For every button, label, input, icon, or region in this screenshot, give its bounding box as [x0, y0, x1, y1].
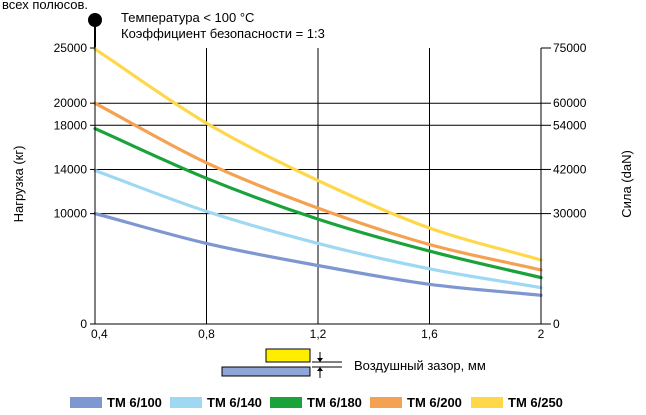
legend-label-1: TM 6/100 [107, 395, 162, 410]
y-tick-label: 14000 [54, 162, 88, 176]
x-tick-label: 1,6 [421, 327, 438, 341]
x-tick-label: 1,2 [310, 327, 327, 341]
gap-arrowhead-lower [317, 367, 323, 371]
top-caption: всех полюсов. [2, 0, 88, 12]
y2-tick-label: 75000 [553, 41, 587, 55]
series-line-1 [93, 212, 543, 297]
legend-swatch-2 [170, 397, 202, 408]
legend-swatch-3 [270, 397, 302, 408]
y2-tick-labels: 0 30000 42000 54000 60000 75000 [541, 41, 587, 331]
series-line-5 [93, 47, 543, 262]
y2-tick-label: 54000 [553, 118, 587, 132]
y2-tick-label: 60000 [553, 96, 587, 110]
series-line-2 [93, 168, 543, 290]
annotation-safety-factor: Коэффициент безопасности = 1:3 [121, 26, 325, 41]
gap-arrowhead-upper [317, 358, 323, 362]
legend-label-4: TM 6/200 [407, 395, 462, 410]
annotation-temperature: Температура < 100 °C [121, 10, 254, 25]
series-line-3 [93, 127, 543, 280]
y-tick-label: 0 [80, 317, 87, 331]
y-tick-label: 10000 [54, 207, 88, 221]
y-tick-label: 20000 [54, 96, 88, 110]
x-tick-label: 0,4 [91, 327, 108, 341]
legend: TM 6/100 TM 6/140 TM 6/180 TM 6/200 TM 6/250 [70, 395, 563, 410]
y-tick-labels: 0 10000 14000 18000 20000 25000 [54, 41, 95, 331]
plot-frame [94, 48, 542, 325]
x-tick-label: 0,8 [198, 327, 215, 341]
legend-label-2: TM 6/140 [207, 395, 262, 410]
y2-tick-label: 30000 [553, 207, 587, 221]
y-axis-title: Нагрузка (кг) [11, 146, 26, 223]
y2-axis-title: Сила (daN) [619, 150, 634, 218]
y-tick-label: 25000 [54, 41, 88, 55]
legend-swatch-1 [70, 397, 102, 408]
legend-label-3: TM 6/180 [307, 395, 362, 410]
series-lines [93, 47, 543, 297]
x-axis-title: Воздушный зазор, мм [354, 358, 486, 373]
legend-label-5: TM 6/250 [508, 395, 563, 410]
magnet-block [265, 348, 311, 363]
x-tick-labels: 0,4 0,8 1,2 1,6 2 [91, 327, 545, 341]
legend-swatch-4 [370, 397, 402, 408]
base-plate [221, 366, 311, 377]
y2-tick-label: 0 [553, 317, 560, 331]
x-tick-label: 2 [538, 327, 545, 341]
legend-swatch-5 [471, 397, 503, 408]
y2-tick-label: 42000 [553, 162, 587, 176]
y-tick-label: 18000 [54, 118, 88, 132]
grid [95, 48, 541, 324]
series-line-4 [93, 101, 543, 272]
air-gap-diagram [221, 348, 342, 378]
